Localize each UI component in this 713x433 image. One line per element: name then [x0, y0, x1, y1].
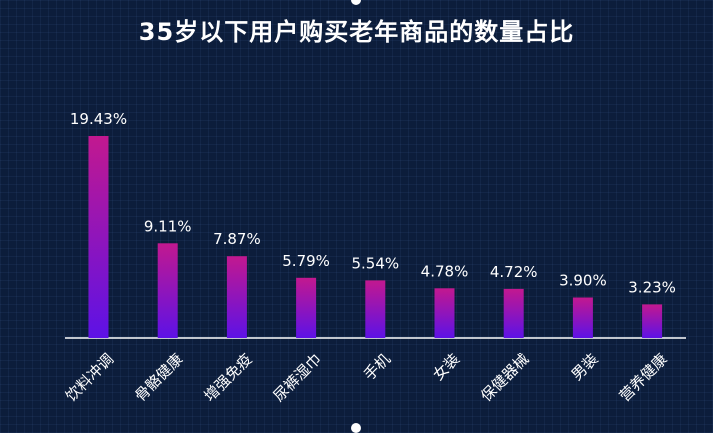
bars-group	[88, 136, 663, 338]
tick-labels-group: 饮料冲调 骨骼健康 增强免疫 尿裤湿巾 手机 女装 保健器械 男装 营养健康	[62, 350, 671, 405]
x-tick-label-8: 营养健康	[616, 350, 671, 405]
bar-value-label-8: 3.23%	[628, 278, 676, 296]
x-tick-label-0: 饮料冲调	[62, 350, 117, 405]
bar-7	[572, 297, 593, 338]
chart-title: 35岁以下用户购买老年商品的数量占比	[138, 18, 575, 46]
x-tick-label-7: 男装	[568, 350, 602, 384]
bar-8	[642, 304, 663, 338]
x-tick-label-6: 保健器械	[477, 350, 532, 405]
bar-value-label-1: 9.11%	[144, 217, 192, 235]
bar-5	[434, 288, 455, 338]
x-tick-label-2: 增强免疫	[200, 350, 255, 405]
bar-value-label-3: 5.79%	[282, 252, 330, 270]
bar-value-label-0: 19.43%	[70, 110, 127, 128]
bar-value-label-6: 4.72%	[490, 263, 538, 281]
x-tick-label-4: 手机	[360, 350, 394, 384]
x-tick-label-5: 女装	[429, 350, 463, 384]
bar-0	[88, 136, 109, 338]
x-tick-label-3: 尿裤湿巾	[270, 350, 325, 405]
value-labels-group: 19.43% 9.11% 7.87% 5.79% 5.54% 4.78% 4.72% 3.90…	[70, 110, 676, 296]
bar-4	[365, 280, 386, 338]
bar-6	[503, 288, 524, 338]
x-tick-label-1: 骨骼健康	[131, 350, 186, 405]
bar-value-label-7: 3.90%	[559, 272, 607, 290]
top-decor-dot	[351, 0, 361, 5]
bar-3	[296, 277, 317, 338]
bar-value-label-5: 4.78%	[421, 262, 469, 280]
bar-value-label-4: 5.54%	[351, 254, 399, 272]
bar-2	[226, 256, 247, 338]
bar-value-label-2: 7.87%	[213, 230, 261, 248]
bar-1	[157, 243, 178, 338]
bottom-decor-dot	[351, 423, 361, 433]
